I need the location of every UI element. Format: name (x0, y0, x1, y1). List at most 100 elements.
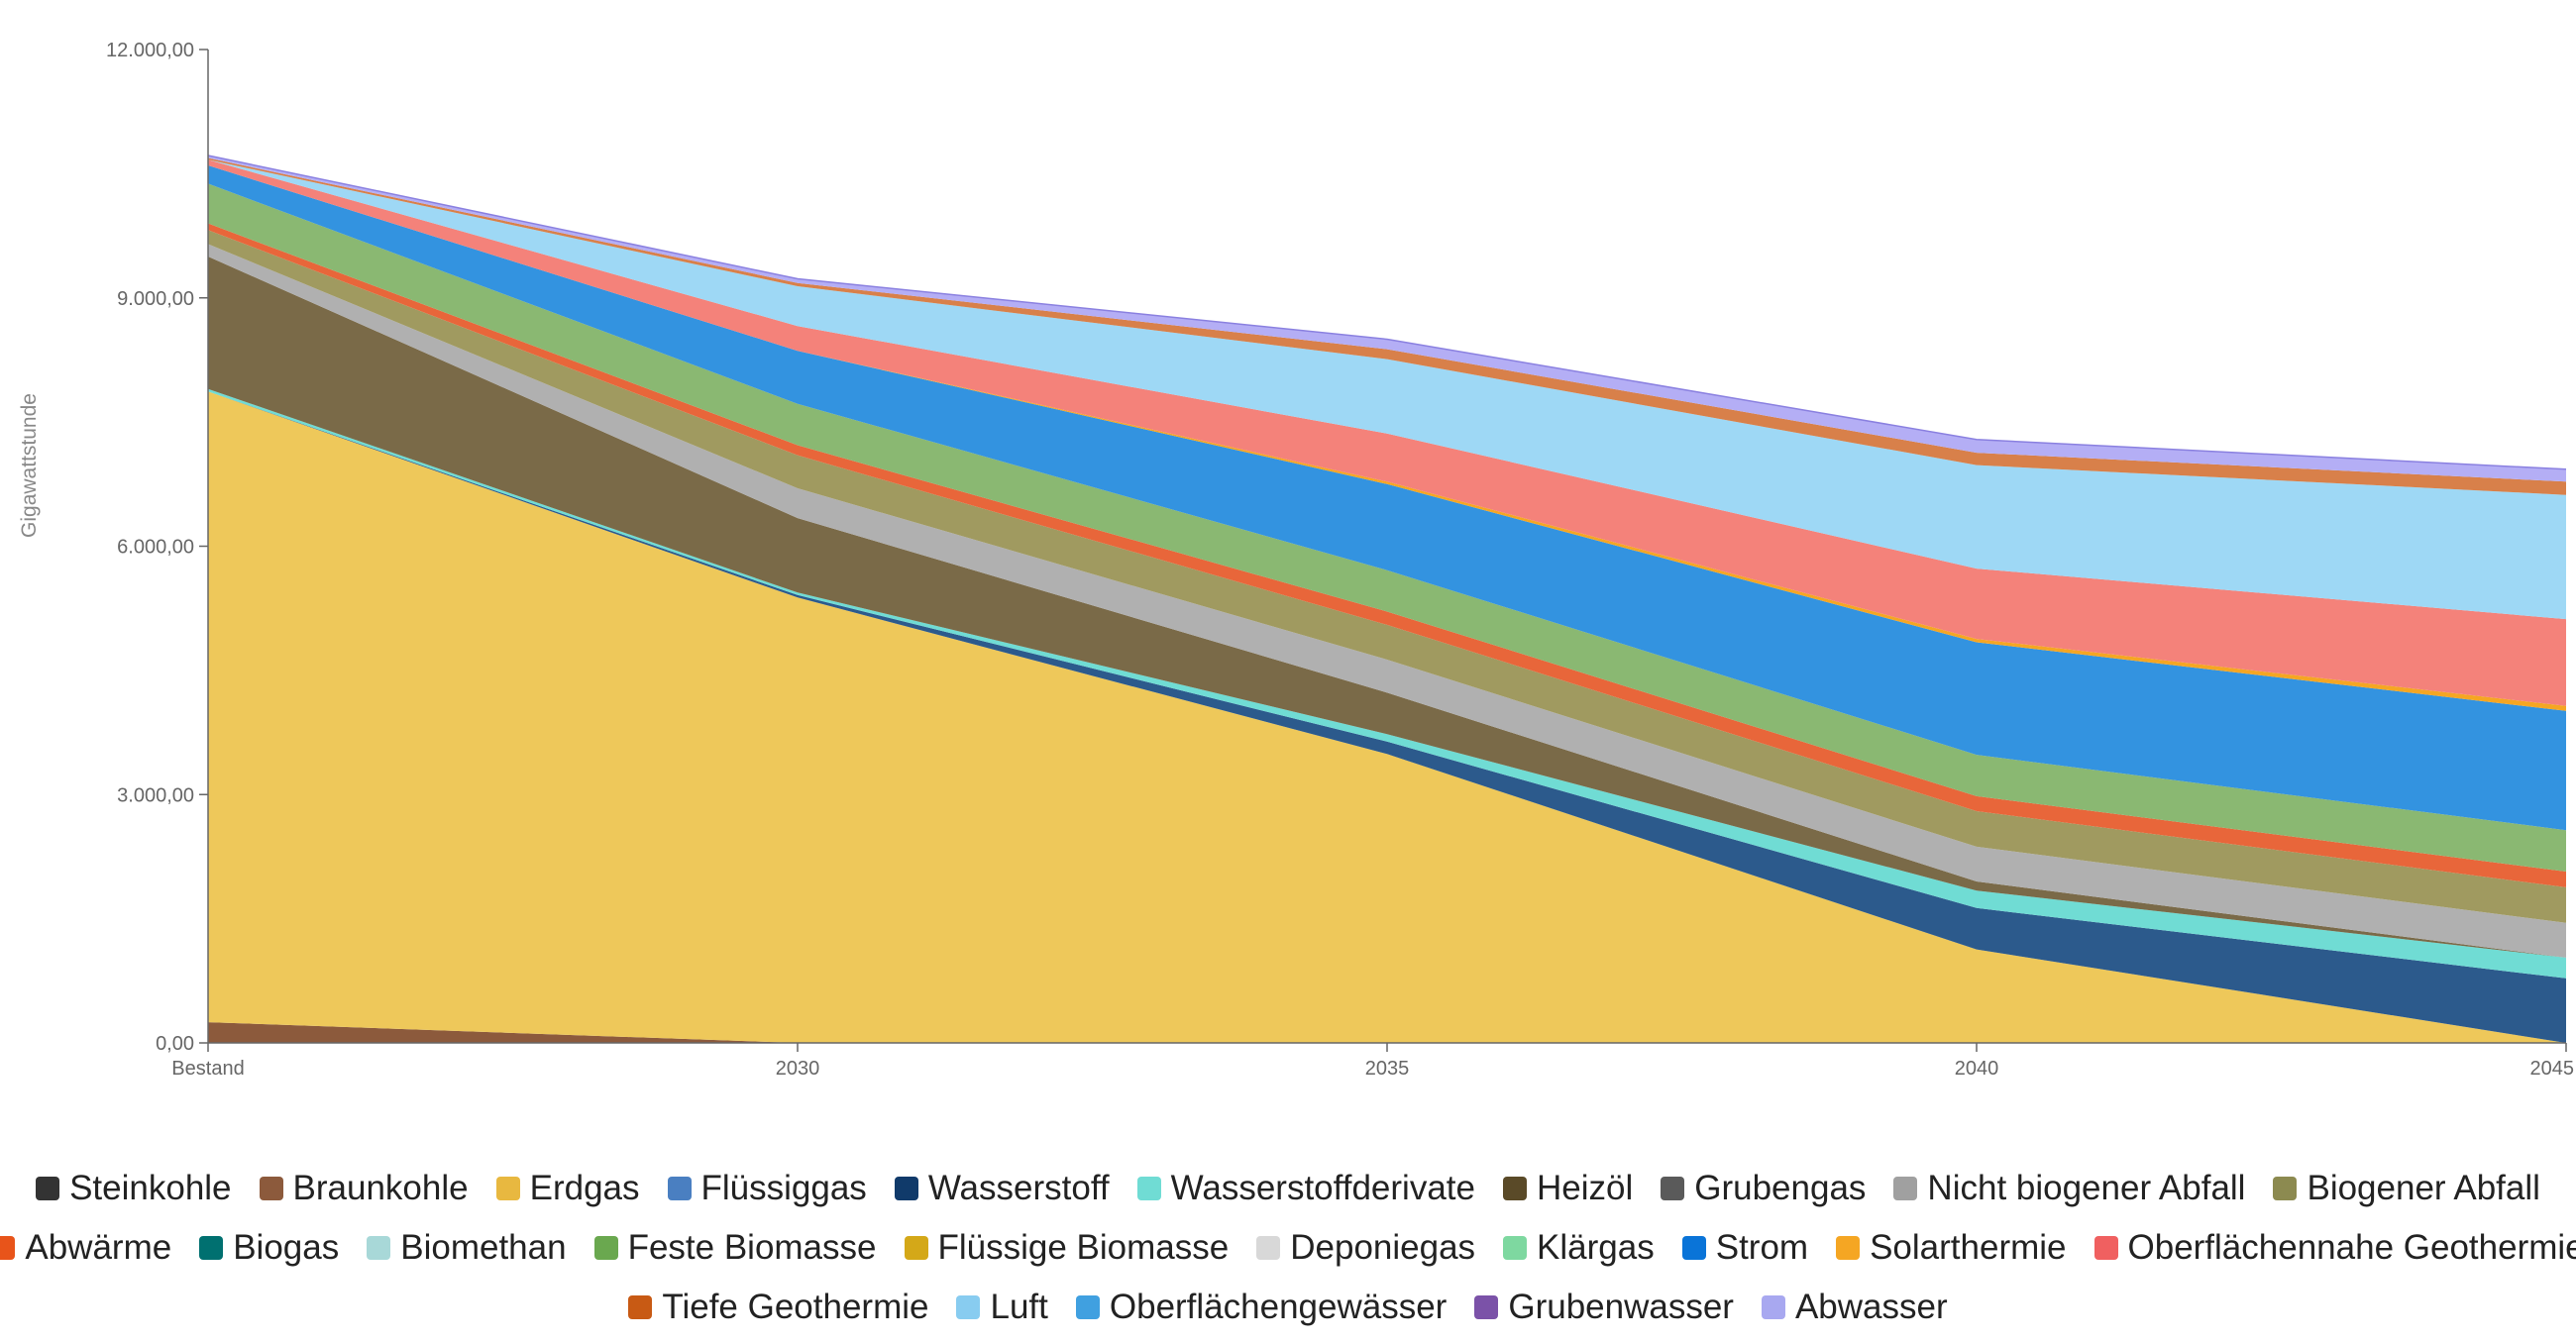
legend-swatch (259, 1177, 283, 1200)
legend-label: Grubenwasser (1508, 1288, 1734, 1326)
y-ticks-group: 0,00 3.000,00 6.000,00 9.000,00 12.000,00 (106, 40, 208, 1055)
x-tick-label: 2030 (776, 1058, 820, 1080)
legend-swatch (1502, 1177, 1527, 1200)
legend-swatch (1761, 1295, 1785, 1319)
y-tick-label: 12.000,00 (106, 40, 194, 61)
legend-swatch (2273, 1177, 2298, 1200)
legend-swatch (628, 1295, 653, 1319)
legend-item-braunkohle[interactable]: Braunkohle (259, 1169, 469, 1208)
legend-swatch (1136, 1177, 1161, 1200)
legend-swatch (1474, 1295, 1499, 1319)
y-axis-title: Gigawattstunde (18, 393, 41, 538)
y-tick-label: 3.000,00 (117, 784, 194, 806)
legend-swatch (894, 1177, 918, 1200)
legend-label: Flüssiggas (700, 1169, 867, 1207)
legend-item-grubengas[interactable]: Grubengas (1661, 1169, 1866, 1208)
legend-item-oberflaechengewaesser[interactable]: Oberflächengewässer (1075, 1288, 1448, 1327)
legend-item-luft[interactable]: Luft (956, 1288, 1048, 1327)
x-tick-label: 2040 (1955, 1058, 1999, 1080)
legend-row: Abwärme Biogas Biomethan Feste Biomasse Flüs… (0, 1228, 2576, 1268)
legend-item-nicht-biogener-abfall[interactable]: Nicht biogener Abfall (1893, 1169, 2245, 1208)
legend-label: Biomethan (400, 1228, 567, 1267)
legend-item-biogener-abfall[interactable]: Biogener Abfall (2273, 1169, 2540, 1208)
legend-label: Abwasser (1794, 1288, 1948, 1326)
legend-label: Wasserstoffderivate (1170, 1169, 1475, 1207)
legend-item-biogas[interactable]: Biogas (199, 1228, 339, 1268)
x-ticks-group: Bestand 2030 2035 2040 2045 (171, 1043, 2574, 1080)
legend-label: Heizöl (1536, 1169, 1634, 1207)
legend-row: Steinkohle Braunkohle Erdgas Flüssiggas Wass… (22, 1169, 2554, 1208)
area-strom[interactable] (208, 165, 2566, 831)
legend-item-fluessiggas[interactable]: Flüssiggas (667, 1169, 867, 1208)
legend-item-strom[interactable]: Strom (1681, 1228, 1809, 1268)
legend-item-heizoel[interactable]: Heizöl (1502, 1169, 1634, 1208)
area-feste-biomasse[interactable] (208, 183, 2566, 872)
legend-item-erdgas[interactable]: Erdgas (495, 1169, 640, 1208)
legend-label: Luft (990, 1288, 1048, 1326)
legend-item-solarthermie[interactable]: Solarthermie (1836, 1228, 2067, 1268)
legend-swatch (36, 1177, 60, 1200)
legend-label: Deponiegas (1290, 1228, 1476, 1267)
legend-label: Feste Biomasse (627, 1228, 877, 1267)
legend-label: Tiefe Geothermie (662, 1288, 929, 1326)
legend-item-abwasser[interactable]: Abwasser (1761, 1288, 1948, 1327)
legend-row: Tiefe Geothermie Luft Oberflächengewässer G… (614, 1288, 1961, 1327)
stacked-area-chart: 0,00 3.000,00 6.000,00 9.000,00 12.000,00 Be… (18, 40, 2574, 1080)
area-wasserstoff[interactable] (208, 391, 2566, 1043)
legend-swatch (904, 1236, 928, 1260)
legend-label: Abwärme (25, 1228, 172, 1267)
legend-item-wasserstoffderivate[interactable]: Wasserstoffderivate (1136, 1169, 1475, 1208)
legend-label: Biogas (233, 1228, 340, 1267)
legend-item-tiefe-geothermie[interactable]: Tiefe Geothermie (628, 1288, 928, 1327)
legend-item-biomethan[interactable]: Biomethan (367, 1228, 567, 1268)
legend-swatch (1836, 1236, 1861, 1260)
legend-label: Wasserstoff (927, 1169, 1110, 1207)
legend-item-wasserstoff[interactable]: Wasserstoff (894, 1169, 1110, 1208)
legend-label: Solarthermie (1870, 1228, 2067, 1267)
legend-swatch (1075, 1295, 1100, 1319)
legend-label: Erdgas (529, 1169, 640, 1207)
y-tick-label: 9.000,00 (117, 288, 194, 310)
legend-item-klaergas[interactable]: Klärgas (1503, 1228, 1655, 1268)
legend-label: Oberflächengewässer (1109, 1288, 1448, 1326)
legend-swatch (2093, 1236, 2118, 1260)
legend-label: Strom (1715, 1228, 1809, 1267)
legend-item-abwaerme[interactable]: Abwärme (0, 1228, 171, 1268)
legend-item-fluessige-biomasse[interactable]: Flüssige Biomasse (904, 1228, 1230, 1268)
legend-item-oberflaechennahe-geothermie[interactable]: Oberflächennahe Geothermie (2093, 1228, 2576, 1268)
area-braunkohle[interactable] (208, 1022, 2566, 1043)
legend-swatch (956, 1295, 981, 1319)
y-tick-label: 6.000,00 (117, 537, 194, 559)
x-tick-label: 2035 (1365, 1058, 1410, 1080)
legend-swatch (1893, 1177, 1918, 1200)
legend-label: Braunkohle (292, 1169, 469, 1207)
legend-swatch (667, 1177, 692, 1200)
legend: Steinkohle Braunkohle Erdgas Flüssiggas Wass… (0, 1169, 2576, 1327)
area-erdgas[interactable] (208, 391, 2566, 1043)
x-tick-label: Bestand (171, 1058, 244, 1080)
legend-label: Grubengas (1694, 1169, 1867, 1207)
legend-swatch (199, 1236, 224, 1260)
legend-label: Steinkohle (69, 1169, 232, 1207)
legend-swatch (1256, 1236, 1281, 1260)
area-luft[interactable] (208, 159, 2566, 620)
legend-swatch (495, 1177, 520, 1200)
legend-item-feste-biomasse[interactable]: Feste Biomasse (593, 1228, 877, 1268)
x-tick-label: 2045 (2530, 1058, 2575, 1080)
legend-swatch (367, 1236, 391, 1260)
area-oberflaechennahe-geothermie[interactable] (208, 159, 2566, 706)
legend-label: Oberflächennahe Geothermie (2127, 1228, 2576, 1267)
area-series-group (207, 155, 2567, 1043)
legend-label: Flüssige Biomasse (937, 1228, 1230, 1267)
legend-label: Klärgas (1537, 1228, 1655, 1267)
legend-swatch (0, 1236, 16, 1260)
legend-label: Biogener Abfall (2307, 1169, 2540, 1207)
legend-label: Nicht biogener Abfall (1927, 1169, 2246, 1207)
legend-swatch (593, 1236, 618, 1260)
legend-item-deponiegas[interactable]: Deponiegas (1256, 1228, 1475, 1268)
legend-swatch (1661, 1177, 1685, 1200)
legend-item-grubenwasser[interactable]: Grubenwasser (1474, 1288, 1734, 1327)
stack-top-outline (207, 155, 2567, 470)
legend-swatch (1503, 1236, 1528, 1260)
legend-item-steinkohle[interactable]: Steinkohle (36, 1169, 232, 1208)
